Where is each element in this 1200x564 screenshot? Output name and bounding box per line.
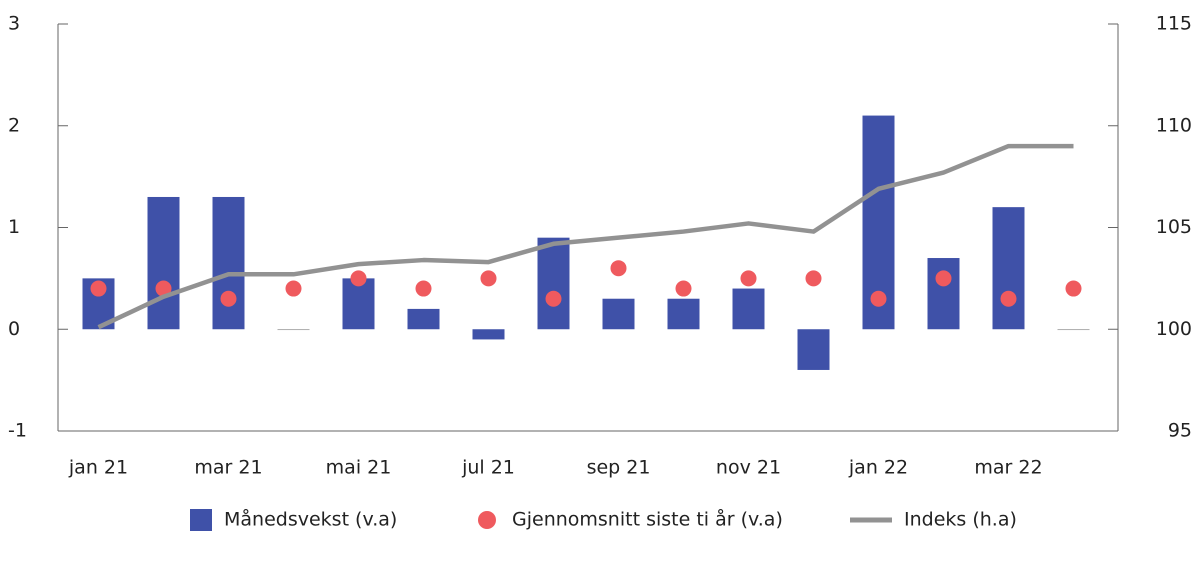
legend-label: Månedsvekst (v.a): [224, 508, 397, 531]
bar: [407, 308, 440, 330]
x-tick-label: jan 21: [68, 457, 128, 479]
x-tick-label: mar 22: [974, 457, 1042, 479]
y2-tick-label: 100: [1156, 318, 1192, 340]
x-tick-label: mar 21: [194, 457, 262, 479]
y-tick-label: 2: [8, 114, 20, 136]
y-tick-label: -1: [8, 420, 27, 442]
y-tick-label: 1: [8, 216, 20, 238]
y2-tick-label: 110: [1156, 114, 1192, 136]
bar: [212, 196, 245, 330]
y2-tick-label: 95: [1168, 420, 1192, 442]
y2-tick-label: 115: [1156, 13, 1192, 35]
legend-swatch: [478, 511, 496, 529]
legend-label: Gjennomsnitt siste ti år (v.a): [512, 508, 783, 531]
legend-swatch: [190, 509, 212, 531]
y-tick-label: 3: [8, 13, 20, 35]
bar: [277, 329, 310, 331]
bar: [992, 207, 1025, 330]
dot: [740, 270, 757, 287]
bar: [602, 298, 635, 330]
bar: [472, 329, 505, 340]
dot: [415, 280, 432, 297]
dot: [350, 270, 367, 287]
dot: [870, 290, 887, 307]
dot: [480, 270, 497, 287]
x-tick-label: sep 21: [587, 457, 651, 479]
bar: [342, 278, 375, 330]
x-tick-label: jan 22: [848, 457, 908, 479]
line: [97, 143, 1074, 330]
x-tick-label: jul 21: [461, 457, 515, 479]
bar: [667, 298, 700, 330]
dot: [90, 280, 107, 297]
dot: [1000, 290, 1017, 307]
dot: [610, 260, 627, 277]
y2-tick-label: 105: [1156, 216, 1192, 238]
dot: [285, 280, 302, 297]
dot: [1065, 280, 1082, 297]
x-tick-label: nov 21: [716, 457, 781, 479]
dot: [220, 290, 237, 307]
dot: [805, 270, 822, 287]
bar: [1057, 329, 1090, 331]
dot: [675, 280, 692, 297]
legend-label: Indeks (h.a): [904, 509, 1017, 531]
bar: [927, 258, 960, 330]
dot: [545, 290, 562, 307]
bar: [797, 329, 830, 370]
x-tick-label: mai 21: [326, 457, 392, 479]
bar: [147, 196, 180, 330]
y-tick-label: 0: [8, 318, 20, 340]
dot: [935, 270, 952, 287]
dot: [155, 280, 172, 297]
bar: [732, 288, 765, 330]
bar: [537, 237, 570, 330]
